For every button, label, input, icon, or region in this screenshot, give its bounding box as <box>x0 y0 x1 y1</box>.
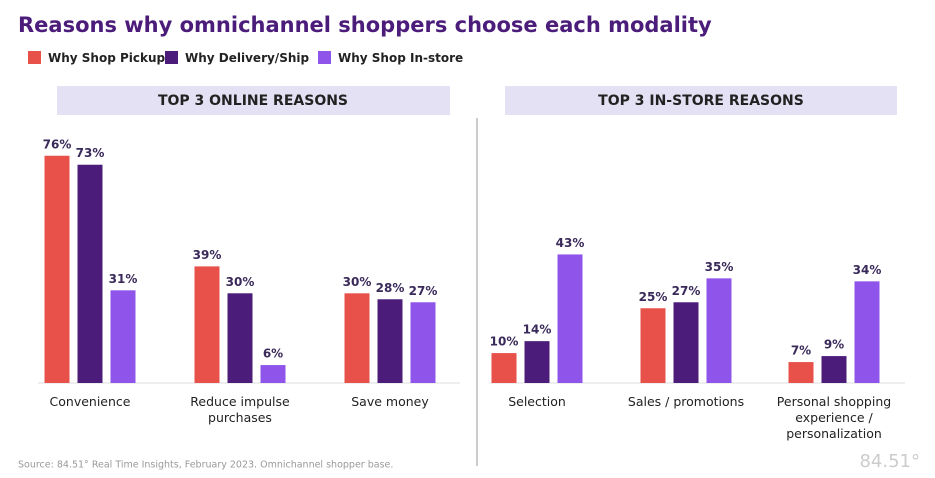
bar <box>821 356 847 383</box>
value-label: 27% <box>672 284 701 298</box>
value-label: 9% <box>824 338 844 352</box>
value-label: 34% <box>853 263 882 277</box>
bar <box>524 341 550 383</box>
bar <box>673 302 699 383</box>
value-label: 6% <box>263 347 283 361</box>
value-label: 31% <box>109 272 138 286</box>
legend-label: Why Delivery/Ship <box>185 51 309 65</box>
legend-label: Why Shop Pickup <box>48 51 166 65</box>
bar <box>491 353 517 383</box>
bar <box>227 293 253 383</box>
bar <box>194 266 220 383</box>
legend-swatch <box>318 51 331 64</box>
logo: 84.51° <box>859 451 920 472</box>
panel-title: TOP 3 ONLINE REASONS <box>158 93 348 109</box>
x-tick-label: Selection <box>508 394 566 409</box>
value-label: 27% <box>409 284 438 298</box>
legend-label: Why Shop In-store <box>338 51 463 65</box>
bar <box>344 293 370 383</box>
value-label: 7% <box>791 344 811 358</box>
value-label: 25% <box>639 290 668 304</box>
bar <box>410 302 436 383</box>
bar <box>44 155 70 383</box>
bar <box>377 299 403 383</box>
value-label: 30% <box>343 275 372 289</box>
x-tick-label: Reduce impulse purchases <box>190 394 290 425</box>
chart-title: Reasons why omnichannel shoppers choose … <box>18 13 712 37</box>
x-tick-label: Personal shopping experience / personali… <box>776 394 892 441</box>
bar <box>640 308 666 383</box>
value-label: 14% <box>523 323 552 337</box>
bar <box>260 365 286 383</box>
legend-swatch <box>165 51 178 64</box>
bar <box>110 290 136 383</box>
source: Source: 84.51° Real Time Insights, Febru… <box>18 460 393 471</box>
x-tick-label: Convenience <box>49 394 131 409</box>
value-label: 35% <box>705 260 734 274</box>
value-label: 28% <box>376 281 405 295</box>
bar <box>788 362 814 383</box>
panel-header-bg <box>505 86 897 115</box>
x-tick-label: Save money <box>351 394 429 409</box>
bar <box>706 278 732 383</box>
panel-header-bg <box>57 86 450 115</box>
panel-title: TOP 3 IN-STORE REASONS <box>598 93 804 109</box>
value-label: 10% <box>490 335 519 349</box>
value-label: 30% <box>226 275 255 289</box>
x-tick-label: Sales / promotions <box>627 394 745 409</box>
bar <box>77 164 103 383</box>
bar <box>557 254 583 383</box>
value-label: 39% <box>193 248 222 262</box>
value-label: 76% <box>43 137 72 151</box>
value-label: 43% <box>556 236 585 250</box>
value-label: 73% <box>76 146 105 160</box>
legend-swatch <box>28 51 41 64</box>
bar <box>854 281 880 383</box>
